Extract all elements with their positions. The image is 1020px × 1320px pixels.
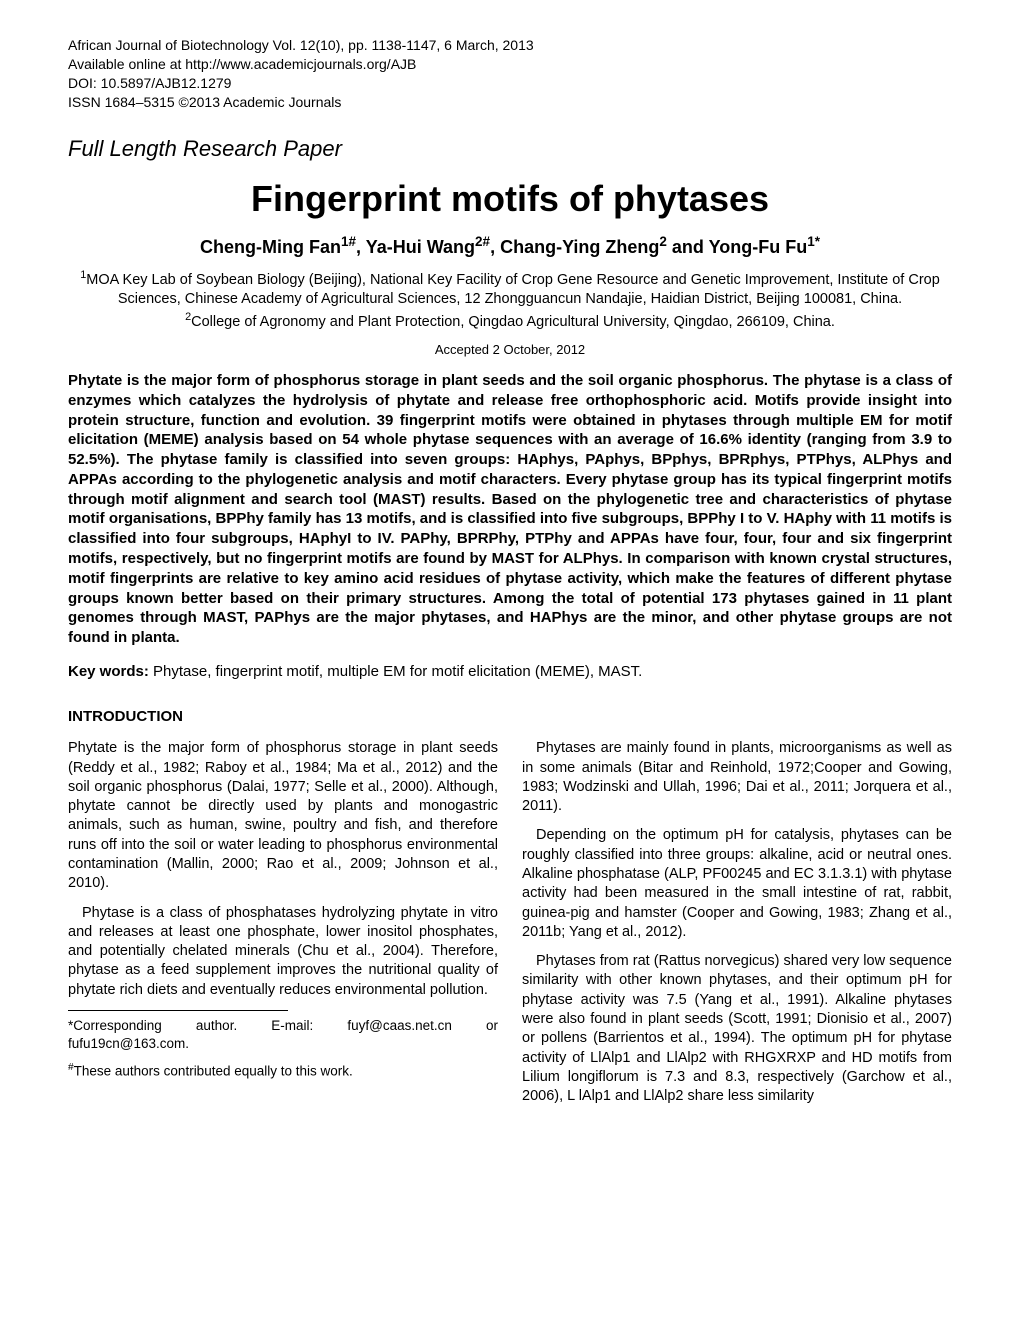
keywords-label: Key words: (68, 663, 149, 680)
footnote-corresponding-author: *Corresponding author. E-mail: fuyf@caas… (68, 1017, 498, 1053)
journal-meta: African Journal of Biotechnology Vol. 12… (68, 36, 952, 112)
paper-title: Fingerprint motifs of phytases (68, 178, 952, 220)
affiliation-1: 1MOA Key Lab of Soybean Biology (Beijing… (68, 268, 952, 310)
body-paragraph: Phytases are mainly found in plants, mic… (522, 739, 952, 816)
accepted-date: Accepted 2 October, 2012 (68, 342, 952, 357)
footnote-equal-contribution: #These authors contributed equally to th… (68, 1061, 498, 1081)
affiliations: 1MOA Key Lab of Soybean Biology (Beijing… (68, 268, 952, 332)
abstract: Phytate is the major form of phosphorus … (68, 371, 952, 648)
journal-line-4: ISSN 1684–5315 ©2013 Academic Journals (68, 93, 952, 112)
paper-type: Full Length Research Paper (68, 136, 952, 162)
section-heading-introduction: INTRODUCTION (68, 708, 952, 725)
body-paragraph: Phytase is a class of phosphatases hydro… (68, 904, 498, 1000)
journal-line-2: Available online at http://www.academicj… (68, 55, 952, 74)
body-paragraph: Depending on the optimum pH for catalysi… (522, 826, 952, 942)
keywords: Key words: Phytase, fingerprint motif, m… (68, 662, 952, 682)
body-paragraph: Phytate is the major form of phosphorus … (68, 739, 498, 893)
affiliation-2: 2College of Agronomy and Plant Protectio… (68, 310, 952, 332)
journal-line-3: DOI: 10.5897/AJB12.1279 (68, 74, 952, 93)
authors: Cheng-Ming Fan1#, Ya-Hui Wang2#, Chang-Y… (68, 234, 952, 258)
footnote-separator (68, 1010, 288, 1011)
body-paragraph: Phytases from rat (Rattus norvegicus) sh… (522, 952, 952, 1106)
keywords-text: Phytase, fingerprint motif, multiple EM … (149, 663, 642, 680)
journal-line-1: African Journal of Biotechnology Vol. 12… (68, 36, 952, 55)
body-columns: Phytate is the major form of phosphorus … (68, 739, 952, 1106)
